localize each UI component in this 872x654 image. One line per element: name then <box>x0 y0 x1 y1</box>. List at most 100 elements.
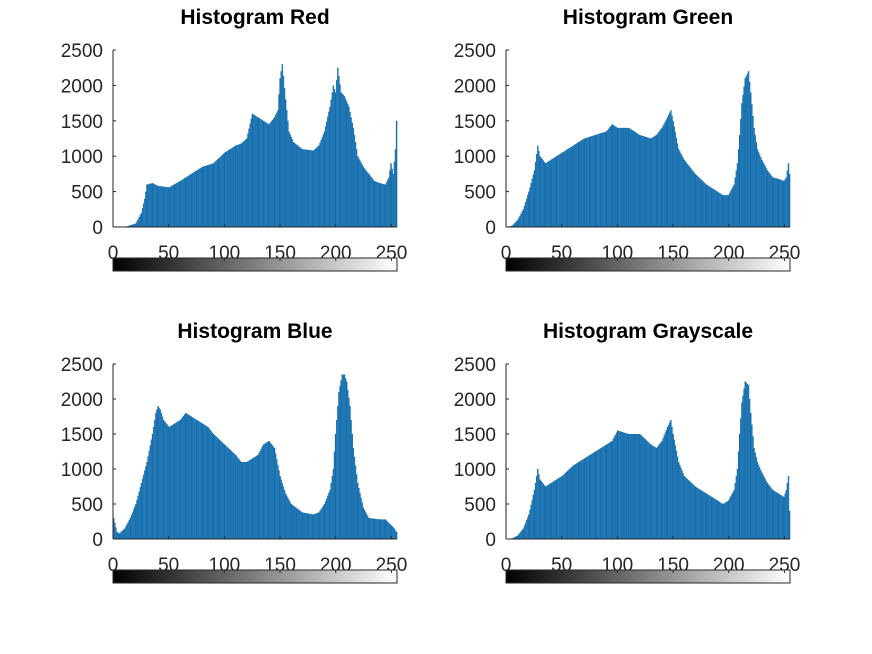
histogram-bar <box>255 456 257 539</box>
y-tick-label: 500 <box>71 495 103 516</box>
histogram-bar <box>218 157 220 227</box>
histogram-bar <box>252 457 255 539</box>
histogram-bar <box>304 513 307 539</box>
histogram-bar <box>135 504 137 539</box>
histogram-bar <box>262 444 265 539</box>
histogram-bar <box>188 415 190 539</box>
histogram-bar <box>682 157 684 227</box>
histogram-bar <box>693 172 695 227</box>
histogram-bar <box>529 509 531 539</box>
histogram-bar <box>362 166 365 227</box>
histogram-bar <box>134 223 136 227</box>
histogram-bar <box>319 510 321 539</box>
histogram-bar <box>311 514 313 539</box>
histogram-bar <box>118 533 120 539</box>
histogram-bar <box>141 208 144 227</box>
histogram-bar <box>733 490 735 539</box>
histogram-bar <box>222 443 225 539</box>
histogram-bar <box>373 180 376 227</box>
histogram-bar <box>677 149 680 227</box>
histogram-bar <box>160 413 163 539</box>
histogram-bar <box>620 431 622 539</box>
histogram-bar <box>707 494 710 539</box>
histogram-bar <box>296 508 298 539</box>
y-tick-label: 2500 <box>454 355 496 376</box>
histogram-bar <box>583 458 586 539</box>
y-tick-label: 1500 <box>454 112 496 133</box>
y-tick-label: 500 <box>464 495 496 516</box>
colorbar <box>112 257 398 272</box>
histogram-bar <box>598 133 600 227</box>
histogram-bar <box>594 451 597 539</box>
histogram-bar <box>782 180 784 227</box>
histogram-bar <box>240 143 242 227</box>
histogram-bar <box>293 142 296 227</box>
histogram-bar <box>601 132 603 227</box>
histogram-bar <box>114 522 116 539</box>
histogram-bar <box>232 452 235 539</box>
histogram-bar <box>190 173 193 227</box>
histogram-bar <box>120 531 123 539</box>
histogram-bar <box>230 450 232 539</box>
histogram-bar <box>753 448 755 539</box>
histogram-bar <box>694 173 696 227</box>
histogram-bar <box>231 451 234 539</box>
histogram-bar <box>327 116 329 227</box>
histogram-bar <box>701 490 703 539</box>
histogram-bar <box>667 424 670 539</box>
histogram-bar <box>651 445 653 539</box>
histogram-bar <box>601 447 603 539</box>
histogram-bar <box>206 165 208 227</box>
histogram-bar <box>776 178 779 227</box>
histogram-bar <box>518 217 520 227</box>
histogram-bar <box>572 465 574 539</box>
histogram-bar <box>345 101 348 227</box>
histogram-bar <box>213 162 216 227</box>
histogram-bar <box>783 497 785 539</box>
histogram-bar <box>676 456 679 539</box>
histogram-bar <box>235 145 237 227</box>
histogram-bar <box>707 185 710 227</box>
histogram-bar <box>128 225 130 227</box>
y-tick-label: 1000 <box>454 460 496 481</box>
histogram-bar <box>338 75 340 228</box>
histogram-bar <box>362 507 365 539</box>
histogram-bar <box>706 494 709 539</box>
histogram-bar <box>731 188 733 227</box>
histogram-bar <box>322 134 325 227</box>
histogram-bar <box>202 166 205 227</box>
histogram-bar <box>382 519 384 539</box>
histogram-bar <box>777 178 780 227</box>
histogram-bar <box>758 154 761 227</box>
histogram-bar <box>367 172 369 227</box>
histogram-bar <box>350 420 352 539</box>
histogram-bar <box>705 493 708 539</box>
histogram-bar <box>144 198 146 227</box>
histogram-bar <box>724 502 726 539</box>
histogram-bar <box>382 183 384 227</box>
histogram-bar <box>585 457 588 539</box>
histogram-bar <box>670 110 672 227</box>
histogram-bar <box>380 519 382 539</box>
histogram-bar <box>517 219 519 227</box>
histogram-bar <box>247 133 249 227</box>
histogram-bar <box>329 490 331 539</box>
histogram-bar <box>160 186 163 227</box>
histogram-bar <box>651 137 653 227</box>
histogram-bar <box>312 514 315 539</box>
histogram-bar <box>628 127 630 227</box>
histogram-bar <box>205 425 207 539</box>
histogram-bar <box>320 139 322 227</box>
histogram-bar <box>553 480 556 539</box>
histogram-bar <box>712 188 714 227</box>
histogram-bar <box>653 446 655 539</box>
histogram-bar <box>134 506 136 539</box>
histogram-bar <box>253 115 256 227</box>
histogram-bar <box>189 174 191 227</box>
histogram-bar <box>751 424 753 539</box>
histogram-bar <box>701 180 703 227</box>
histogram-bar <box>368 173 370 227</box>
histogram-bar <box>363 168 366 227</box>
histogram-bar <box>622 432 624 539</box>
histogram-bar <box>232 147 235 227</box>
